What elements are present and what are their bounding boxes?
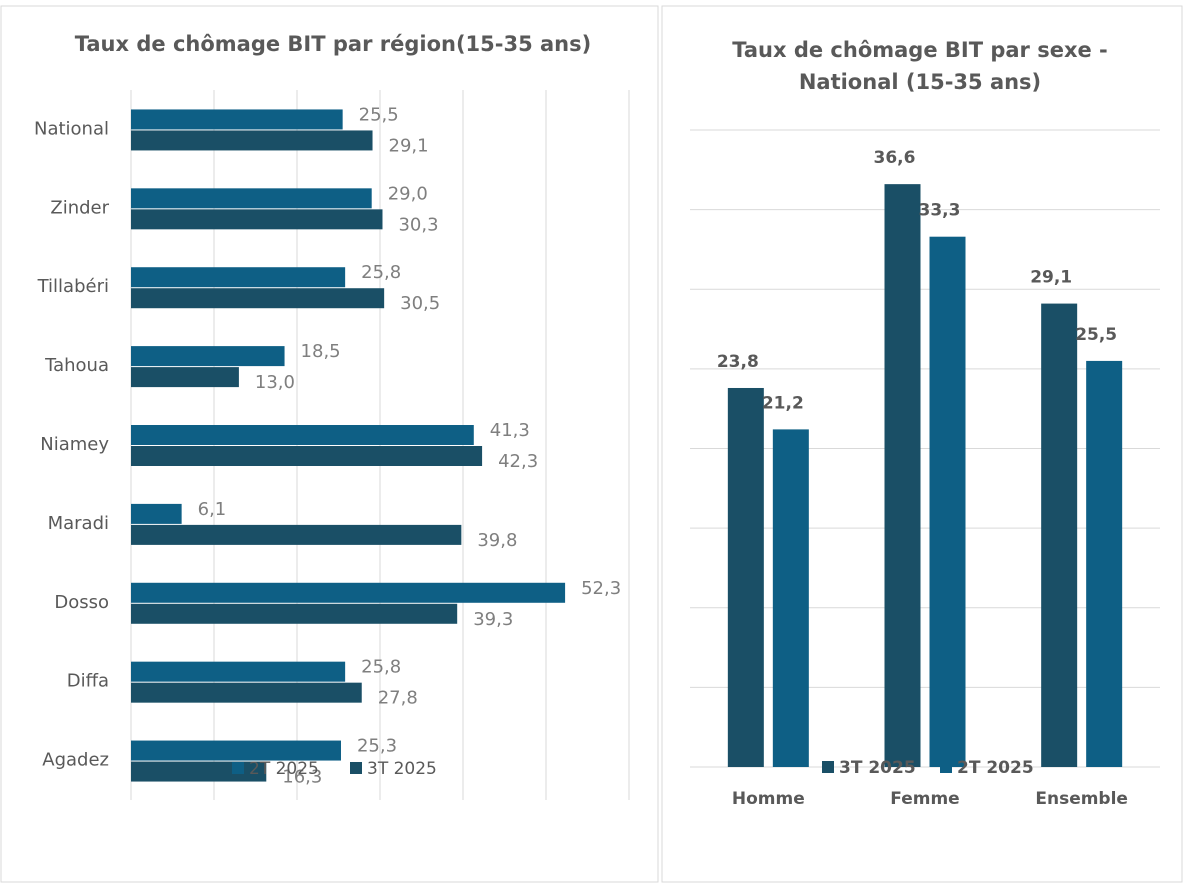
bar — [131, 446, 483, 466]
chart-title: Taux de chômage BIT par région(15-35 ans… — [74, 32, 592, 56]
data-label: 25,3 — [357, 736, 397, 757]
data-label: 16,3 — [282, 767, 322, 788]
y-tick-label: Tillabéri — [37, 276, 109, 297]
data-label: 29,1 — [1030, 268, 1072, 288]
bar — [131, 367, 239, 388]
bar — [131, 209, 383, 230]
y-tick-label: Niamey — [40, 434, 109, 455]
legend-label: 3T 2025 — [839, 758, 916, 778]
data-label: 39,3 — [473, 609, 513, 630]
data-label: 25,8 — [361, 262, 401, 283]
bar — [131, 682, 362, 703]
legend-swatch — [822, 761, 834, 773]
y-tick-label: National — [34, 118, 109, 139]
bar — [131, 740, 341, 761]
legend-swatch — [940, 761, 952, 773]
legend-label: 3T 2025 — [367, 759, 437, 779]
x-tick-label: Homme — [732, 789, 805, 809]
data-label: 30,3 — [398, 214, 438, 235]
data-label: 36,6 — [874, 148, 916, 168]
data-label: 25,8 — [361, 657, 401, 678]
bar — [131, 109, 343, 130]
legend-label: 2T 2025 — [249, 759, 319, 779]
bar — [1041, 303, 1078, 767]
bar — [131, 425, 474, 445]
bar — [772, 429, 809, 767]
bar — [884, 184, 921, 767]
data-label: 33,3 — [919, 201, 961, 221]
bar — [131, 188, 372, 209]
bar — [131, 761, 267, 782]
data-label: 25,5 — [1075, 325, 1117, 345]
y-tick-label: Agadez — [42, 750, 109, 771]
data-label: 41,3 — [490, 420, 530, 441]
y-tick-label: Dosso — [54, 592, 109, 613]
data-label: 29,1 — [389, 135, 429, 156]
data-label: 6,1 — [198, 499, 227, 520]
legend-swatch — [232, 762, 244, 774]
data-label: 18,5 — [301, 341, 341, 362]
bar — [131, 346, 285, 367]
data-label: 30,5 — [400, 293, 440, 314]
bar — [1086, 360, 1123, 767]
x-tick-label: Femme — [890, 789, 959, 809]
data-label: 42,3 — [498, 451, 538, 472]
x-tick-label: Ensemble — [1035, 789, 1128, 809]
y-tick-label: Diffa — [67, 671, 109, 692]
data-label: 21,2 — [762, 393, 804, 413]
legend-label: 2T 2025 — [957, 758, 1034, 778]
data-label: 27,8 — [378, 688, 418, 709]
bar — [131, 267, 346, 288]
data-label: 25,5 — [359, 104, 399, 125]
bar — [131, 503, 182, 524]
bar — [929, 236, 966, 767]
data-label: 23,8 — [717, 352, 759, 372]
data-label: 29,0 — [388, 183, 428, 204]
data-label: 13,0 — [255, 372, 295, 393]
y-tick-label: Maradi — [48, 513, 109, 534]
bar — [131, 661, 346, 682]
y-tick-label: Tahoua — [44, 355, 109, 376]
bar — [131, 524, 462, 545]
bar — [131, 288, 385, 309]
bar — [131, 582, 566, 603]
bar — [727, 387, 764, 767]
data-label: 52,3 — [581, 578, 621, 599]
y-tick-label: Zinder — [50, 197, 109, 218]
chart-title: Taux de chômage BIT par sexe - National … — [732, 38, 1108, 94]
bar — [131, 603, 458, 624]
bar — [131, 130, 373, 151]
legend-swatch — [350, 762, 362, 774]
data-label: 39,8 — [477, 530, 517, 551]
